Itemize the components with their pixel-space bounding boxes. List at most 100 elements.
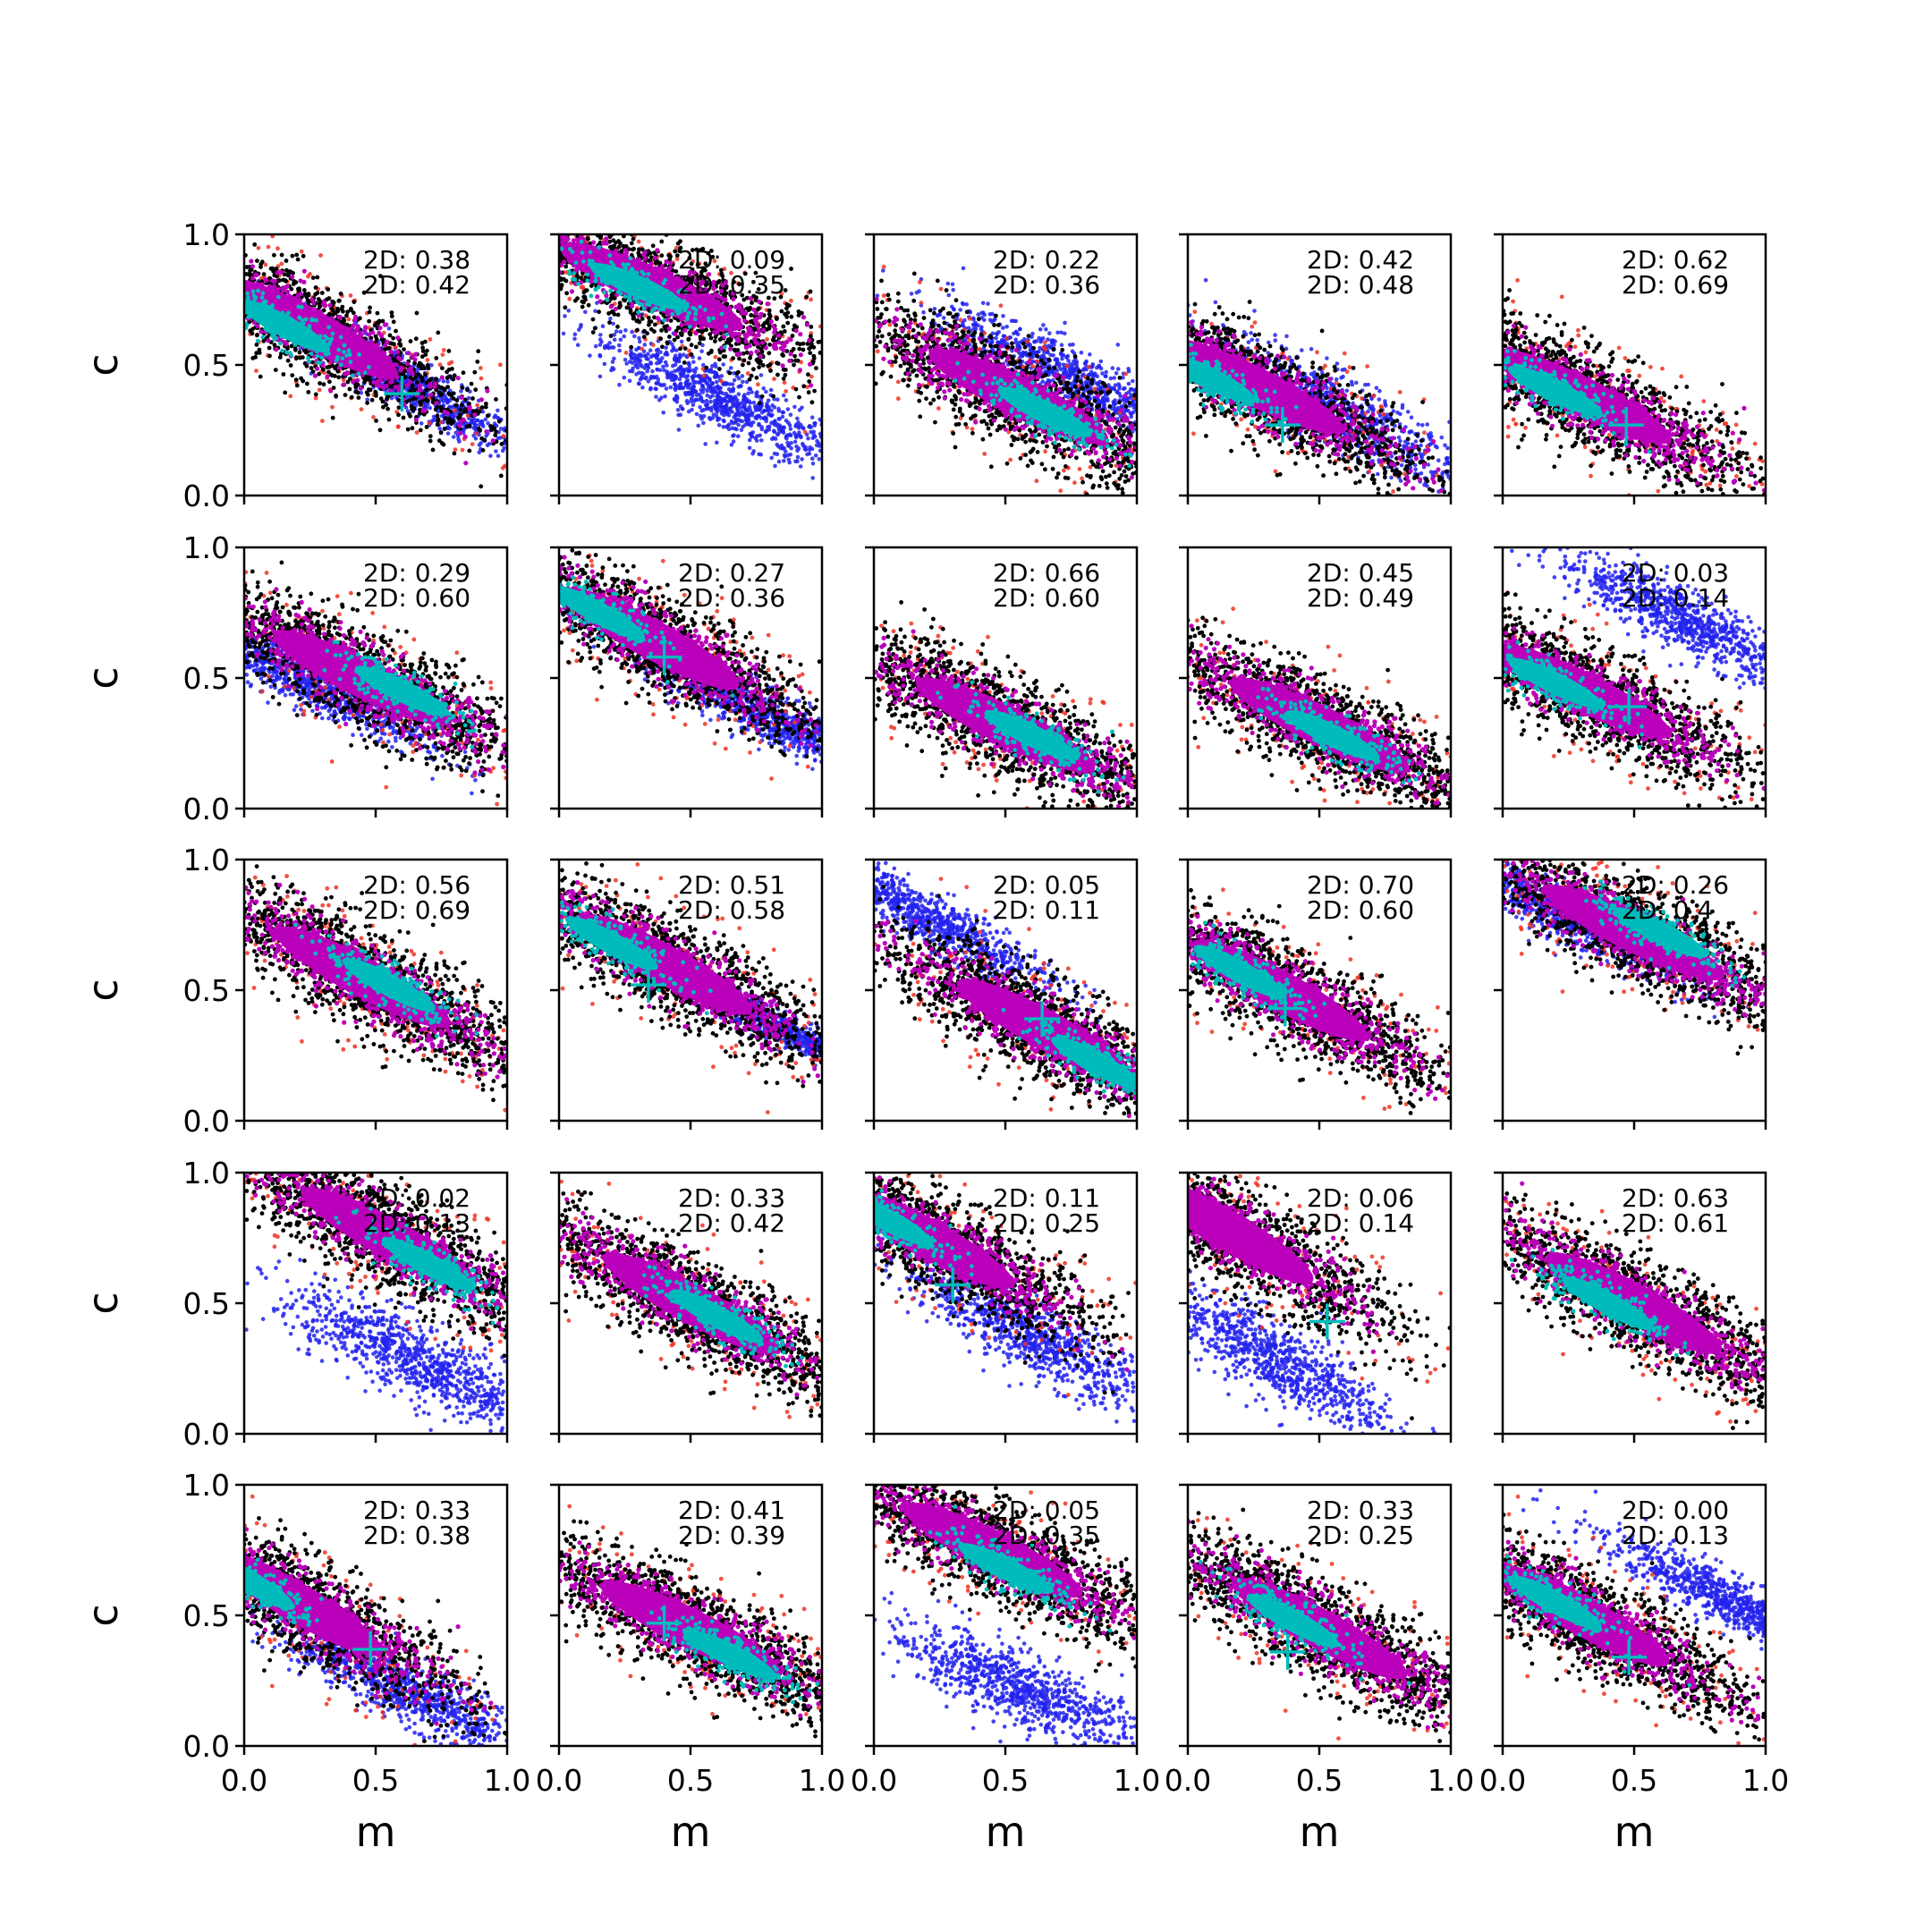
scatter-point <box>381 319 386 324</box>
scatter-point <box>809 290 813 294</box>
scatter-point <box>286 269 291 274</box>
scatter-point <box>792 354 797 359</box>
scatter-point <box>472 370 477 375</box>
scatter-point <box>793 424 798 428</box>
scatter-point <box>465 425 470 429</box>
scatter-point <box>272 253 276 258</box>
scatter-point <box>479 366 483 370</box>
scatter-point <box>419 421 424 426</box>
scatter-point <box>434 401 438 405</box>
scatter-point <box>329 360 334 364</box>
scatter-point <box>291 271 295 275</box>
scatter-point <box>300 250 304 254</box>
scatter-point <box>256 289 260 293</box>
scatter-point <box>388 350 393 354</box>
scatter-point <box>352 362 357 367</box>
scatter-point <box>314 396 318 401</box>
scatter-point <box>764 390 768 394</box>
scatter-point <box>454 403 459 408</box>
scatter-point <box>356 368 360 372</box>
scatter-point <box>718 337 723 342</box>
scatter-point <box>280 335 284 339</box>
scatter-point <box>428 406 432 411</box>
scatter-point <box>750 423 754 428</box>
scatter-point <box>261 316 266 320</box>
scatter-point <box>349 332 353 336</box>
scatter-point <box>640 386 645 390</box>
scatter-point <box>719 379 724 384</box>
scatter-point <box>792 363 796 368</box>
scatter-point <box>358 343 362 347</box>
scatter-point <box>429 393 434 397</box>
scatter-point <box>661 365 665 369</box>
scatter-point <box>368 310 372 315</box>
scatter-point <box>328 388 333 393</box>
scatter-point <box>496 409 500 413</box>
scatter-point <box>684 381 689 386</box>
scatter-point <box>786 407 791 411</box>
scatter-point <box>263 277 267 282</box>
scatter-point <box>331 416 335 420</box>
scatter-point <box>296 258 301 262</box>
scatter-point <box>671 364 675 369</box>
scatter-point <box>378 384 383 388</box>
scatter-point <box>768 362 773 367</box>
scatter-point <box>564 265 568 269</box>
scatter-point <box>311 369 316 374</box>
scatter-point <box>789 412 793 417</box>
scatter-point <box>741 363 745 368</box>
scatter-point <box>377 321 381 326</box>
scatter-point <box>747 361 751 366</box>
scatter-point <box>482 438 487 443</box>
scatter-point <box>567 297 572 301</box>
scatter-point <box>326 346 330 351</box>
scatter-point <box>334 394 338 398</box>
scatter-point <box>328 340 333 344</box>
scatter-point <box>453 373 457 377</box>
scatter-point <box>673 356 677 360</box>
scatter-point <box>599 340 604 344</box>
scatter-point <box>807 346 811 351</box>
scatter-point <box>433 385 437 389</box>
scatter-point <box>305 364 309 369</box>
scatter-point <box>383 367 387 371</box>
scatter-point <box>648 386 653 391</box>
scatter-point <box>747 386 751 391</box>
scatter-point <box>258 329 263 334</box>
scatter-point <box>257 246 261 250</box>
scatter-point <box>637 336 641 341</box>
scatter-point <box>380 350 385 354</box>
scatter-point <box>722 419 726 423</box>
scatter-point <box>738 384 742 388</box>
scatter-point <box>365 360 369 364</box>
scatter-point <box>311 275 316 280</box>
scatter-point <box>263 300 267 304</box>
scatter-point <box>795 459 800 463</box>
scatter-point <box>773 405 777 410</box>
scatter-point <box>301 326 305 331</box>
scatter-point <box>809 425 813 429</box>
scatter-point <box>638 340 642 344</box>
scatter-point <box>629 352 633 357</box>
scatter-point <box>392 368 396 372</box>
scatter-point <box>748 438 752 443</box>
scatter-point <box>777 460 782 464</box>
scatter-point <box>406 428 411 432</box>
scatter-point <box>355 326 360 331</box>
scatter-point <box>261 291 266 295</box>
scatter-point <box>799 435 803 439</box>
scatter-point <box>711 381 716 386</box>
scatter-point <box>607 320 612 325</box>
scatter-point <box>315 354 319 359</box>
scatter-point <box>736 370 741 375</box>
scatter-point <box>748 307 752 311</box>
scatter-point <box>636 366 640 370</box>
scatter-point <box>748 446 752 451</box>
scatter-point <box>795 449 800 453</box>
scatter-point <box>396 412 401 417</box>
scatter-point <box>501 466 505 470</box>
scatter-point <box>336 299 341 303</box>
scatter-point <box>424 388 428 393</box>
scatter-point <box>325 365 329 369</box>
scatter-point <box>712 412 716 417</box>
